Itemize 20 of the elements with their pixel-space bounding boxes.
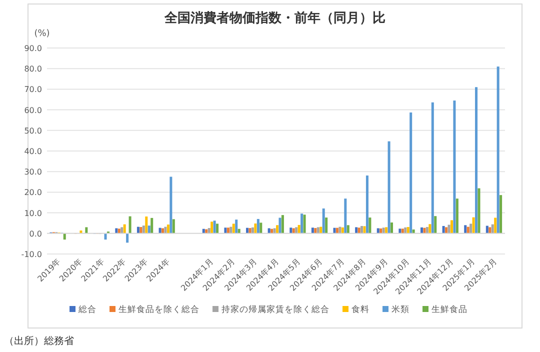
legend-label: 持家の帰属家賃を除く総合 bbox=[222, 304, 330, 315]
legend-label: 生鮮食品を除く総合 bbox=[118, 304, 200, 315]
y-tick-label: 30.0 bbox=[24, 168, 42, 177]
y-tick-label: -10.0 bbox=[21, 250, 42, 259]
y-tick-label: 40.0 bbox=[24, 147, 42, 156]
legend-label: 生鮮食品 bbox=[432, 304, 468, 315]
legend-label: 総合 bbox=[78, 304, 96, 315]
legend-label: 食料 bbox=[352, 304, 370, 315]
y-tick-label: 10.0 bbox=[24, 208, 42, 218]
y-tick-label: 20.0 bbox=[24, 188, 42, 198]
y-tick-label: 80.0 bbox=[24, 64, 42, 74]
y-tick-label: 50.0 bbox=[24, 126, 42, 136]
y-tick-label: 70.0 bbox=[24, 85, 42, 94]
y-tick-label: 0.0 bbox=[29, 229, 42, 238]
chart-title: 全国消費者物価指数・前年（同月）比 bbox=[164, 11, 386, 26]
text: （出所）総務省 bbox=[4, 335, 74, 347]
y-tick-label: 60.0 bbox=[24, 106, 42, 115]
legend-label: 米類 bbox=[392, 304, 410, 315]
y-axis-title: (%) bbox=[34, 29, 50, 39]
y-tick-label: 90.0 bbox=[24, 44, 42, 53]
